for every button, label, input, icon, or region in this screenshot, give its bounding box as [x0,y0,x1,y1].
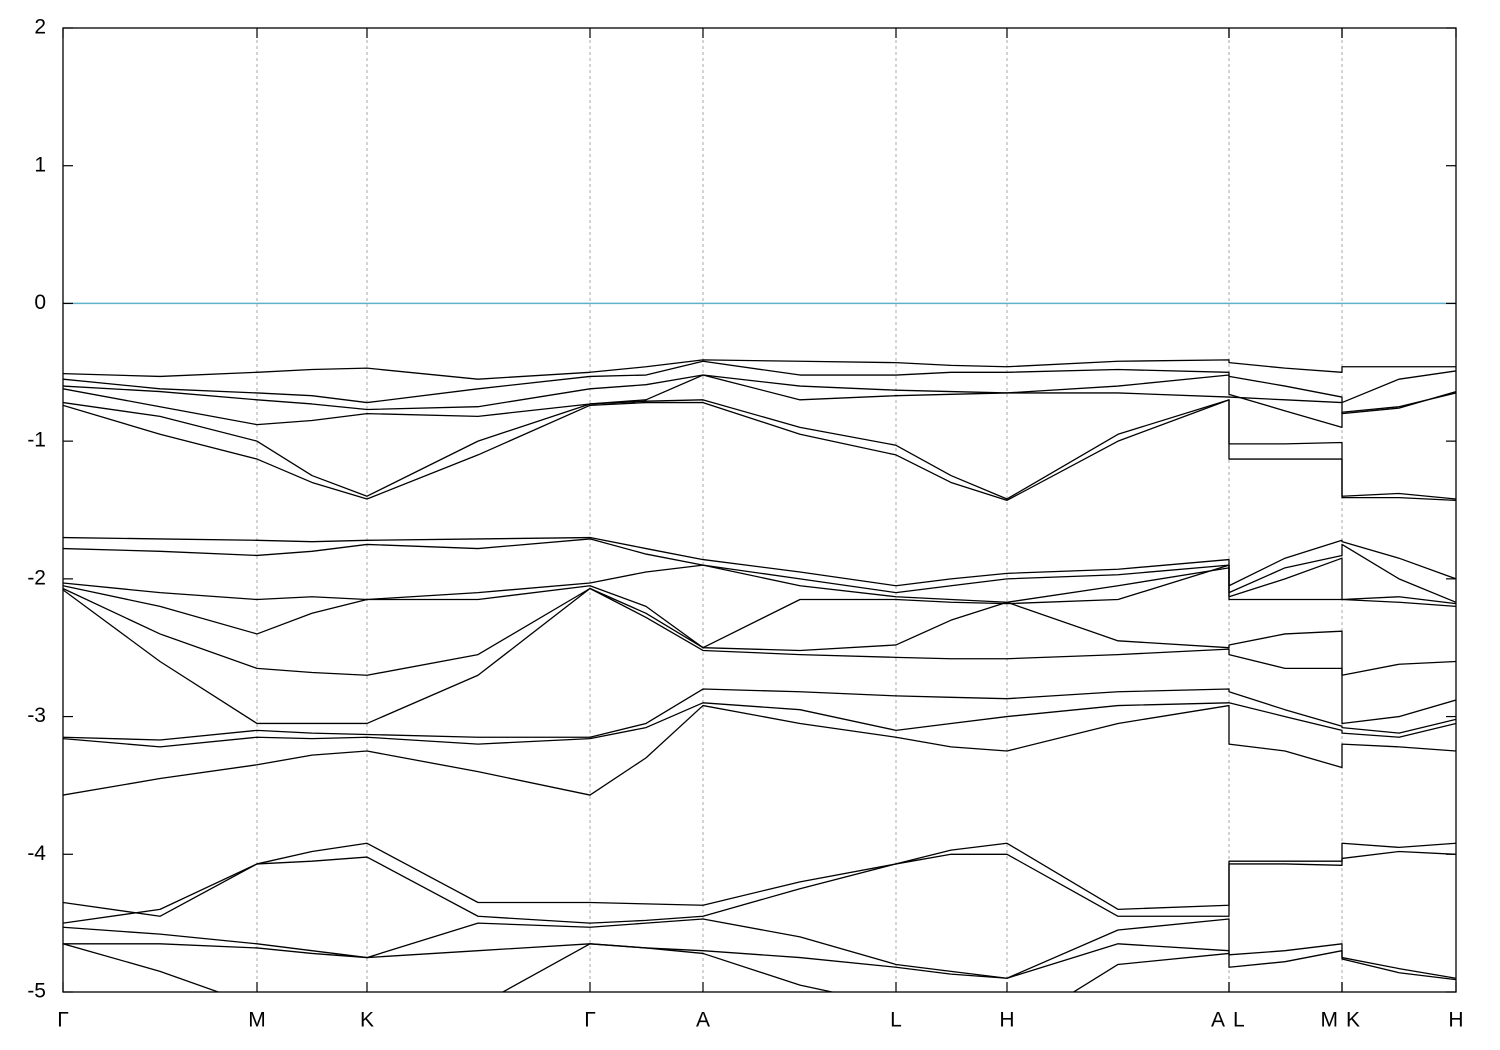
band-line [63,842,1456,917]
y-tick-label: 1 [34,153,46,176]
x-tick-label: A [696,1009,710,1032]
band-line [63,374,1456,429]
y-tick-label: -5 [27,980,46,1003]
x-tick-label: Γ [584,1009,596,1032]
x-tick-label: M [248,1009,266,1032]
y-tick-label: 2 [34,16,46,39]
band-line [63,688,1456,741]
x-tick-label: H [999,1009,1014,1032]
band-line [63,850,1456,924]
band-line [63,538,1456,603]
band-line [63,536,1456,587]
y-tick-label: 0 [34,291,46,314]
y-tick-label: -2 [27,566,46,589]
y-tick-label: -4 [27,842,46,865]
x-tick-label: L [1233,1009,1245,1032]
x-tick-label: L [890,1009,902,1032]
band-line [63,360,1456,404]
band-line [63,374,1456,426]
band-line [63,399,1456,502]
y-tick-label: -3 [27,704,46,727]
band-line [63,587,1456,725]
band-line [63,702,1456,748]
x-tick-label: A [1211,1009,1225,1032]
x-tick-label: K [1346,1009,1360,1032]
band-line [63,918,1456,979]
plot-frame [62,27,1457,993]
band-line [63,564,1456,649]
band-line [63,587,1456,676]
grid [62,28,1457,992]
band-line [63,359,1456,380]
band-line [63,704,1456,796]
x-tick-label: H [1448,1009,1463,1032]
bands [63,359,1456,992]
band-line [63,943,1230,992]
x-tick-label: K [360,1009,374,1032]
x-tick-label: M [1321,1009,1339,1032]
y-tick-label: -1 [27,429,46,452]
band-line [63,399,1456,500]
x-tick-label: Γ [57,1009,69,1032]
band-line [63,557,1456,605]
band-line [63,943,1456,981]
